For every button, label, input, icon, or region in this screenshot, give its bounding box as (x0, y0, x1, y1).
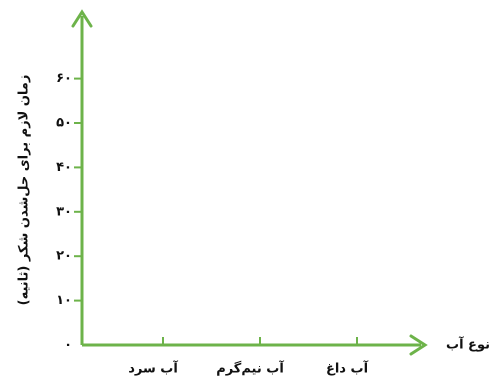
y-tick-label: ۴۰ (56, 160, 72, 175)
y-tick-label: ۲۰ (56, 249, 72, 264)
y-tick-label: ۳۰ (56, 204, 72, 219)
x-tick-label: آب سرد (128, 360, 178, 377)
y-tick-label: ۵۰ (56, 116, 72, 131)
y-tick-label: ۶۰ (56, 71, 72, 86)
y-axis-label: زمان لازم برای حل‌شدن شکر (ثانیه) (17, 75, 32, 306)
y-tick-label: ۰ (64, 338, 72, 353)
x-tick-label: آب داغ (326, 360, 369, 377)
y-tick-label: ۱۰ (56, 293, 72, 308)
x-axis-label: نوع آب (446, 336, 490, 353)
y-axis-arrow (71, 9, 93, 28)
x-tick-label: آب نیم‌گرم (216, 360, 284, 377)
x-axis-arrow (409, 334, 428, 356)
